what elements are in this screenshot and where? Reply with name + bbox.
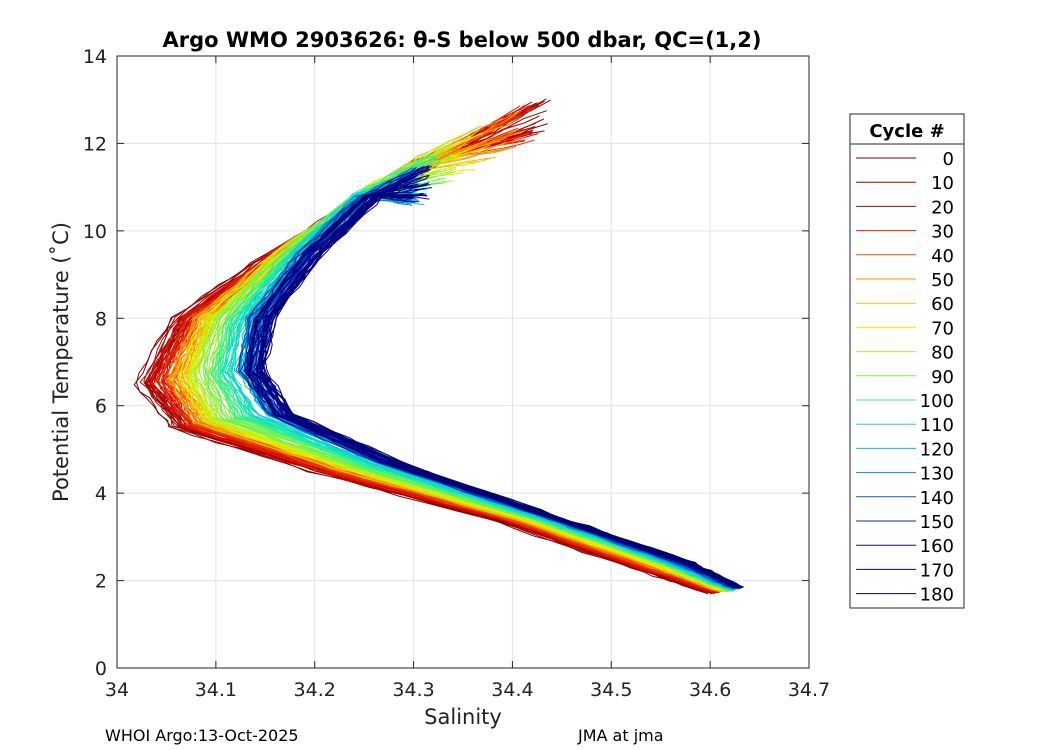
y-tick-label: 12 (83, 133, 107, 155)
y-tick-label: 2 (95, 571, 107, 593)
legend-label: 140 (920, 488, 954, 509)
legend-label: 10 (931, 173, 954, 194)
legend: Cycle # 0 10 20 30 40 50 60 70 80 90 100 110 120 130 1… (849, 113, 965, 609)
legend-label: 20 (931, 197, 954, 218)
legend-title: Cycle # (869, 121, 944, 142)
x-tick-label: 34.6 (689, 679, 731, 701)
legend-label: 60 (931, 294, 954, 315)
profile-line-cycle-182 (255, 183, 742, 588)
profile-line-cycle-183 (249, 183, 738, 588)
profile-line-cycle-137 (235, 194, 733, 590)
profile-line-cycle-181 (248, 172, 738, 588)
legend-label: 50 (931, 270, 954, 291)
plot-frame (116, 55, 810, 669)
y-tick-label: 0 (95, 658, 107, 680)
chart-title: Argo WMO 2903626: θ-S below 500 dbar, QC… (163, 28, 762, 52)
legend-label: 150 (920, 512, 954, 533)
legend-label: 0 (943, 149, 954, 170)
x-tick-label: 34.4 (491, 679, 533, 701)
footer-source: WHOI Argo:13-Oct-2025 (105, 726, 299, 745)
x-axis-label: Salinity (424, 705, 502, 729)
x-tick-label: 34.3 (392, 679, 434, 701)
legend-label: 100 (920, 391, 954, 412)
x-axis: 34 34.1 34.2 34.3 34.4 34.5 34.6 34.7 (105, 56, 830, 701)
legend-label: 110 (920, 415, 954, 436)
profile-curves (133, 98, 744, 595)
legend-label: 120 (920, 439, 954, 460)
profile-line-cycle-172 (244, 194, 737, 588)
legend-label: 70 (931, 318, 954, 339)
profile-line-cycle-114 (224, 169, 731, 591)
legend-label: 180 (920, 585, 954, 606)
y-tick-label: 14 (83, 46, 107, 68)
x-tick-label: 34.7 (788, 679, 830, 701)
legend-label: 80 (931, 343, 954, 364)
legend-label: 30 (931, 222, 954, 243)
y-tick-label: 8 (95, 308, 107, 330)
x-tick-label: 34.5 (590, 679, 632, 701)
x-tick-label: 34 (105, 679, 129, 701)
legend-label: 170 (920, 560, 954, 581)
legend-label: 160 (920, 536, 954, 557)
y-tick-label: 10 (83, 221, 107, 243)
y-tick-label: 4 (95, 483, 107, 505)
x-tick-label: 34.1 (195, 679, 237, 701)
x-tick-label: 34.2 (294, 679, 336, 701)
y-axis: 0 2 4 6 8 10 12 14 (83, 46, 809, 680)
y-axis-label: Potential Temperature (˚C) (49, 222, 73, 502)
y-tick-label: 6 (95, 396, 107, 418)
legend-label: 130 (920, 464, 954, 485)
legend-label: 90 (931, 367, 954, 388)
legend-label: 40 (931, 246, 954, 267)
profile-line-cycle-184 (264, 187, 744, 588)
legend-entries: 0 10 20 30 40 50 60 70 80 90 100 110 120 130 140 150 160… (856, 149, 954, 606)
footer-credit: JMA at jma (577, 726, 664, 745)
legend-box (849, 113, 965, 609)
